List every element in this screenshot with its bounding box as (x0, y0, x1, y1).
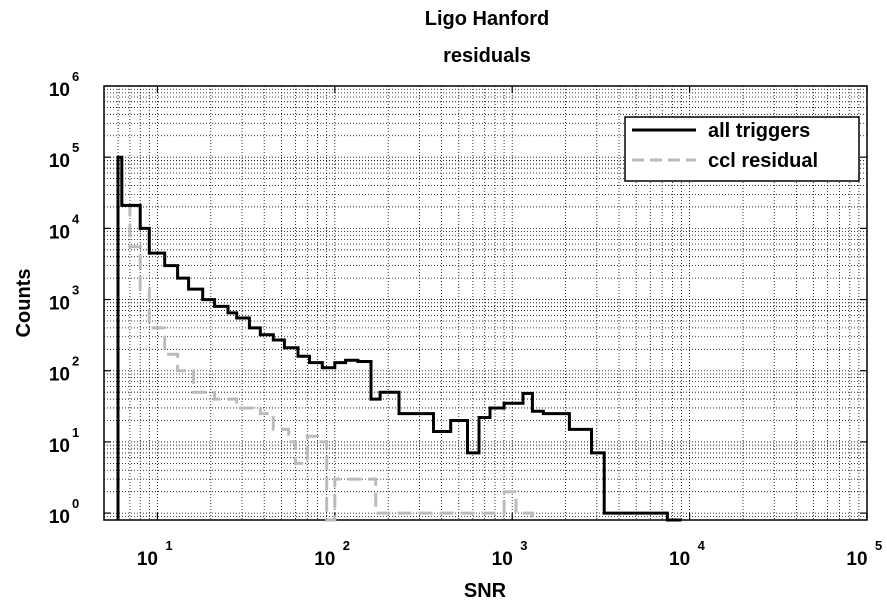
x-tick-label-exponent: 5 (875, 538, 882, 553)
y-tick-label: 10 (49, 80, 70, 101)
grid (103, 85, 868, 521)
series-layer (116, 155, 682, 522)
chart-title-line-1: Ligo Hanford (425, 8, 549, 30)
x-axis-label: SNR (464, 580, 507, 602)
y-tick-label-exponent: 5 (72, 140, 79, 155)
x-tick-label: 10 (669, 549, 690, 570)
y-axis-label: Counts (13, 269, 35, 338)
y-tick-label-exponent: 2 (72, 354, 79, 369)
y-tick-label-exponent: 4 (72, 211, 80, 226)
x-tick-labels: 10 1 10 2 10 3 10 4 10 5 (137, 538, 882, 570)
y-tick-label-exponent: 1 (72, 425, 79, 440)
chart-title-line-2: residuals (443, 45, 531, 67)
series-line-all-triggers (116, 155, 682, 522)
y-tick-label: 10 (49, 151, 70, 172)
y-tick-label-exponent: 3 (72, 283, 79, 298)
legend-label-ccl-residual: ccl residual (708, 150, 818, 172)
x-tick-label: 10 (314, 549, 335, 570)
y-tick-label: 10 (49, 436, 70, 457)
x-tick-label-exponent: 3 (520, 538, 527, 553)
x-tick-label: 10 (846, 549, 867, 570)
y-tick-label: 10 (49, 365, 70, 386)
x-tick-label-exponent: 2 (343, 538, 350, 553)
y-tick-label: 10 (49, 294, 70, 315)
x-tick-label: 10 (137, 549, 158, 570)
y-tick-label: 10 (49, 222, 70, 243)
legend-box (624, 116, 860, 182)
legend: all triggers ccl residual (624, 116, 860, 182)
legend-label-all-triggers: all triggers (708, 120, 810, 142)
y-tick-label-exponent: 6 (72, 69, 79, 84)
plot-frame (103, 85, 868, 521)
series-line-ccl-residual (116, 155, 534, 522)
x-tick-label-exponent: 4 (698, 538, 706, 553)
y-tick-label: 10 (49, 507, 70, 528)
x-tick-label: 10 (492, 549, 513, 570)
y-tick-label-exponent: 0 (72, 496, 79, 511)
tick-marks (104, 85, 868, 520)
x-tick-label-exponent: 1 (165, 538, 172, 553)
